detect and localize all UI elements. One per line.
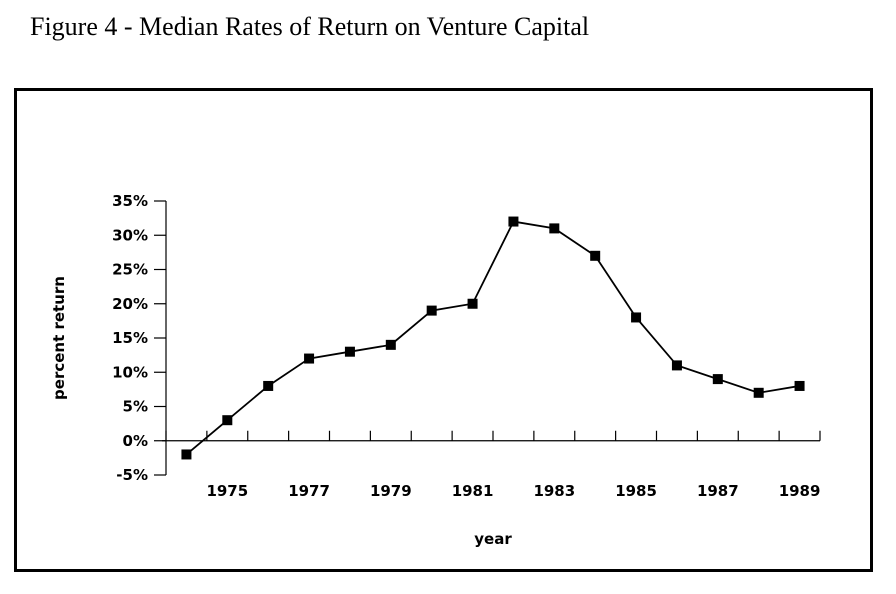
chart-axes bbox=[154, 200, 821, 476]
chart-labels: -5% 0% 5% 10% 15% 20% 25% 30% 35% 1975 1977 1979 198… bbox=[50, 192, 820, 548]
data-point-marker bbox=[794, 380, 805, 391]
y-tick-label: 0% bbox=[123, 432, 148, 450]
y-tick-label: 5% bbox=[123, 398, 148, 416]
y-tick-label: -5% bbox=[116, 466, 148, 484]
data-point-marker bbox=[508, 216, 519, 227]
data-point-marker bbox=[712, 374, 723, 385]
y-tick-label: 30% bbox=[112, 226, 148, 244]
data-point-marker bbox=[263, 380, 274, 391]
x-tick-label: 1989 bbox=[779, 482, 821, 500]
x-tick-label: 1985 bbox=[615, 482, 657, 500]
x-axis-title: year bbox=[474, 530, 512, 548]
data-point-marker bbox=[222, 415, 233, 426]
data-point-marker bbox=[426, 305, 437, 316]
data-point-marker bbox=[304, 353, 315, 364]
y-tick-label: 25% bbox=[112, 261, 148, 279]
figure-title: Figure 4 - Median Rates of Return on Ven… bbox=[30, 12, 590, 41]
y-tick-label: 15% bbox=[112, 329, 148, 347]
x-tick-label: 1981 bbox=[452, 482, 494, 500]
data-point-marker bbox=[631, 312, 642, 323]
data-point-marker bbox=[671, 360, 682, 371]
series-line-group bbox=[181, 216, 805, 460]
data-point-marker bbox=[385, 339, 396, 350]
x-tick-label: 1979 bbox=[370, 482, 412, 500]
data-point-marker bbox=[753, 387, 764, 398]
y-tick-label: 20% bbox=[112, 295, 148, 313]
y-axis-title: percent return bbox=[50, 276, 68, 400]
data-point-marker bbox=[181, 449, 192, 460]
data-point-marker bbox=[549, 223, 560, 234]
chart-frame bbox=[14, 88, 873, 572]
series-line bbox=[185, 220, 800, 456]
data-point-marker bbox=[467, 298, 478, 309]
y-tick-label: 10% bbox=[112, 363, 148, 381]
y-tick-label: 35% bbox=[112, 192, 148, 210]
x-tick-label: 1977 bbox=[288, 482, 330, 500]
x-tick-label: 1975 bbox=[206, 482, 248, 500]
data-point-marker bbox=[344, 346, 355, 357]
x-tick-label: 1983 bbox=[533, 482, 575, 500]
x-tick-label: 1987 bbox=[697, 482, 739, 500]
data-point-marker bbox=[590, 250, 601, 261]
